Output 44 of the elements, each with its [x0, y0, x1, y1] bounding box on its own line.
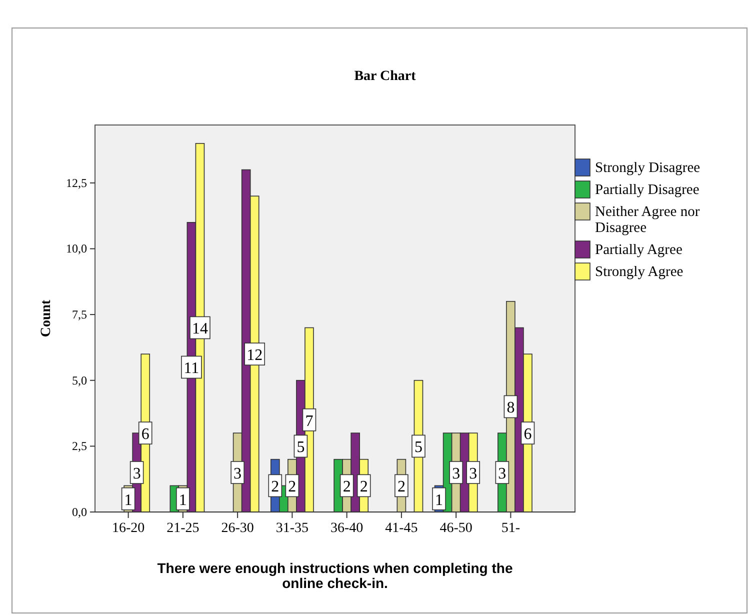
x-tick-label: 51- — [501, 521, 520, 536]
data-label: 6 — [141, 426, 150, 444]
x-axis-title: There were enough instructions when completing the online check-in. — [157, 560, 513, 591]
y-tick-label: 7,5 — [72, 308, 87, 322]
x-tick-label: 46-50 — [440, 521, 472, 536]
data-label: 2 — [397, 478, 406, 496]
data-label: 2 — [271, 478, 280, 496]
legend-label: Strongly Agree — [595, 264, 684, 280]
data-label: 3 — [469, 466, 478, 483]
data-label: 1 — [178, 492, 187, 509]
data-label: 3 — [452, 466, 460, 483]
x-tick-label: 36-40 — [330, 521, 364, 536]
data-label: 1 — [435, 492, 444, 509]
data-label: 2 — [342, 478, 351, 496]
legend-label: Strongly Disagree — [595, 160, 700, 176]
y-tick-label: 0,0 — [72, 505, 87, 519]
data-label: 2 — [288, 478, 296, 496]
x-tick-label: 26-30 — [221, 521, 254, 536]
legend-label: Partially Disagree — [595, 182, 700, 198]
legend-label: Partially Agree — [595, 242, 682, 258]
y-tick-label: 2,5 — [72, 439, 87, 454]
x-tick-label: 16-20 — [112, 521, 145, 536]
data-label: 8 — [506, 400, 515, 417]
data-label: 5 — [414, 439, 422, 456]
x-tick-label: 31-35 — [276, 521, 309, 536]
data-label: 3 — [498, 466, 506, 483]
data-label: 11 — [184, 360, 200, 378]
data-label: 6 — [524, 426, 532, 444]
data-label: 7 — [305, 412, 314, 430]
x-tick-label: 21-25 — [166, 521, 200, 536]
y-tick-label: 10,0 — [66, 242, 87, 256]
y-axis-title: Count — [39, 299, 54, 338]
data-label: 2 — [360, 478, 368, 496]
y-tick-label: 5,0 — [72, 373, 87, 388]
data-label: 3 — [234, 466, 242, 483]
y-tick-label: 12,5 — [66, 176, 87, 190]
chart-title: Bar Chart — [354, 69, 416, 84]
data-label: 12 — [246, 347, 263, 364]
data-label: 5 — [296, 439, 305, 456]
legend-label: Neither Agree nor Disagree — [595, 204, 700, 236]
data-label: 3 — [132, 466, 141, 483]
data-label: 1 — [124, 492, 132, 509]
x-tick-label: 41-45 — [385, 521, 418, 536]
data-label: 14 — [192, 320, 208, 338]
